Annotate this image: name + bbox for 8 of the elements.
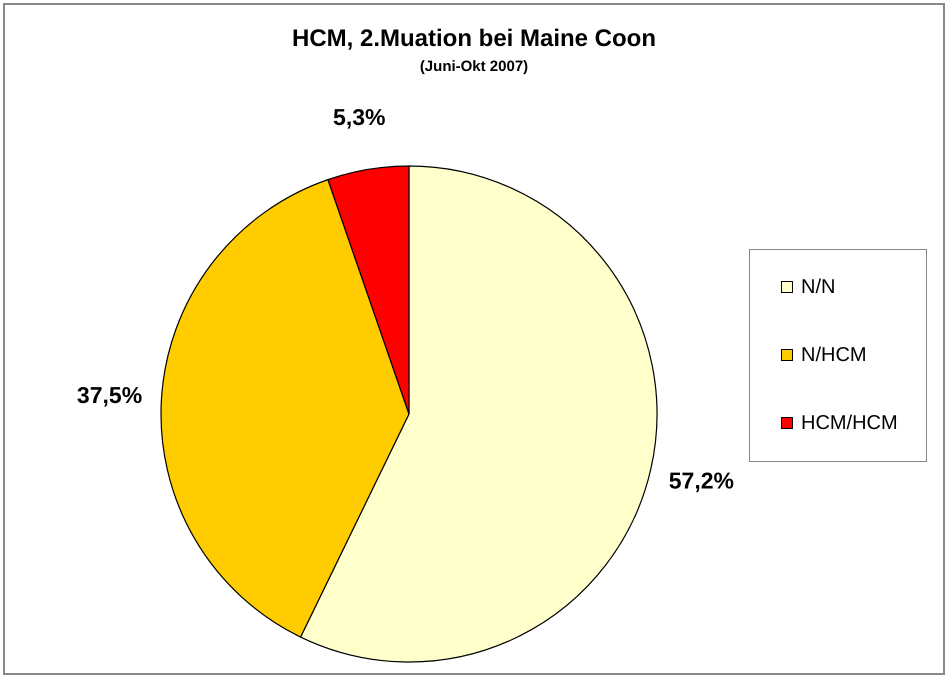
legend-label: N/HCM bbox=[801, 344, 867, 366]
chart-title: HCM, 2.Muation bei Maine Coon bbox=[292, 25, 656, 52]
data-label: 5,3% bbox=[333, 104, 386, 130]
legend-label: N/N bbox=[801, 276, 836, 298]
data-label: 37,5% bbox=[76, 382, 142, 408]
legend-label: HCM/HCM bbox=[801, 412, 898, 434]
chart-subtitle: (Juni-Okt 2007) bbox=[420, 58, 528, 75]
data-label: 57,2% bbox=[668, 467, 734, 494]
